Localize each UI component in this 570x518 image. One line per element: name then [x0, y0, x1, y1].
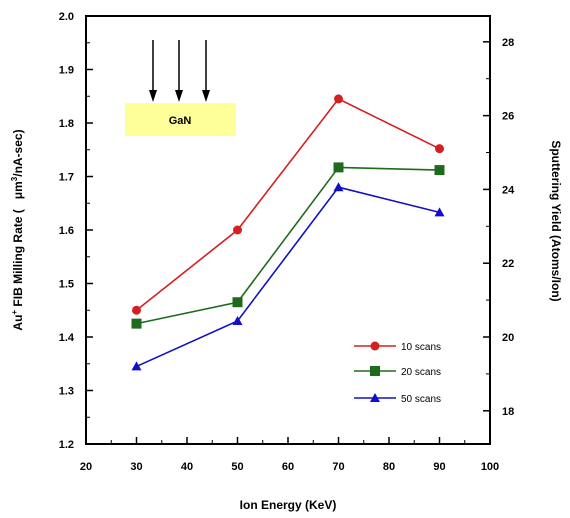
x-tick-label-70: 70	[332, 461, 344, 473]
y-left-tick-label-1.6: 1.6	[59, 225, 74, 237]
legend-item-10-scans: 10 scans	[354, 341, 441, 353]
y-right-tick-label-26: 26	[502, 111, 514, 123]
data-point-10-scans-30	[132, 305, 141, 315]
data-point-20-scans-90	[434, 165, 445, 176]
x-tick-label-100: 100	[481, 461, 499, 473]
legend-marker-20-scans	[370, 366, 380, 376]
y-right-tick-label-20: 20	[502, 332, 514, 344]
y-right-axis-label: Sputtering Yield (Atoms/Ion)	[549, 140, 563, 301]
ion-beam-arrows	[149, 40, 210, 102]
gan-inset: GaN	[125, 40, 236, 136]
y-left-label-unit-superscript: 3	[10, 176, 19, 181]
x-axis-label: Ion Energy (KeV)	[240, 498, 337, 512]
data-point-20-scans-50	[232, 297, 243, 308]
series-line-20-scans	[136, 166, 440, 325]
y-left-tick-label-1.5: 1.5	[59, 279, 74, 291]
legend: 10 scans 20 scans 50 scans	[354, 341, 441, 405]
legend-item-20-scans: 20 scans	[354, 366, 441, 378]
y-right-axis-ticks: 18 20 22 24 26 28	[483, 37, 515, 418]
series-layer	[131, 94, 445, 371]
y-left-tick-label-1.8: 1.8	[59, 118, 74, 130]
legend-label-20-scans: 20 scans	[401, 367, 441, 378]
y-left-tick-label-2.0: 2.0	[59, 11, 74, 23]
series-line-50-scans	[136, 186, 440, 368]
y-right-tick-label-24: 24	[502, 184, 515, 196]
y-left-axis-ticks: 1.2 1.3 1.4 1.5 1.6 1.7 1.8 1.9 2.0	[59, 11, 93, 451]
series-line-10-scans	[136, 97, 440, 311]
gan-box-label: GaN	[169, 115, 192, 127]
x-tick-label-30: 30	[130, 461, 142, 473]
data-point-20-scans-30	[131, 318, 142, 329]
y-left-label-middle: FIB Milling Rate ( μm	[11, 181, 25, 310]
y-left-tick-label-1.4: 1.4	[59, 332, 75, 344]
x-tick-label-50: 50	[231, 461, 243, 473]
gan-box	[125, 103, 236, 136]
arrowhead-3	[202, 90, 210, 102]
legend-marker-50-scans	[370, 393, 380, 402]
x-tick-label-80: 80	[383, 461, 395, 473]
data-point-50-scans-50	[232, 315, 243, 325]
y-left-tick-label-1.7: 1.7	[59, 172, 74, 184]
data-point-10-scans-90	[435, 144, 444, 154]
arrowhead-2	[175, 90, 183, 102]
x-tick-label-60: 60	[282, 461, 294, 473]
y-left-label-superscript: +	[10, 310, 19, 315]
data-point-50-scans-70	[333, 182, 344, 192]
data-point-20-scans-70	[333, 162, 344, 173]
legend-label-50-scans: 50 scans	[401, 394, 441, 405]
y-left-tick-label-1.9: 1.9	[59, 65, 74, 77]
x-tick-label-20: 20	[80, 461, 92, 473]
y-left-axis-label: Au+ FIB Milling Rate ( μm3/nA-sec)	[10, 129, 25, 330]
legend-item-50-scans: 50 scans	[354, 393, 441, 405]
y-left-tick-label-1.3: 1.3	[59, 386, 74, 398]
plot-frame	[85, 15, 491, 445]
legend-label-10-scans: 10 scans	[401, 342, 441, 353]
data-point-50-scans-30	[131, 361, 142, 371]
x-tick-label-90: 90	[433, 461, 445, 473]
data-point-10-scans-70	[334, 94, 343, 104]
y-right-tick-label-28: 28	[502, 37, 514, 49]
x-tick-label-40: 40	[181, 461, 193, 473]
arrowhead-1	[149, 90, 157, 102]
y-left-label-suffix: /nA-sec)	[11, 129, 25, 176]
y-left-label-prefix: Au	[11, 315, 25, 331]
y-right-tick-label-22: 22	[502, 258, 514, 270]
data-point-10-scans-50	[233, 225, 242, 235]
y-right-tick-label-18: 18	[502, 406, 514, 418]
y-left-tick-label-1.2: 1.2	[59, 439, 74, 451]
x-axis-ticks: 20 30 40 50 60 70 80 90 100	[80, 437, 499, 473]
data-point-50-scans-90	[434, 207, 445, 217]
legend-marker-10-scans	[370, 341, 380, 351]
